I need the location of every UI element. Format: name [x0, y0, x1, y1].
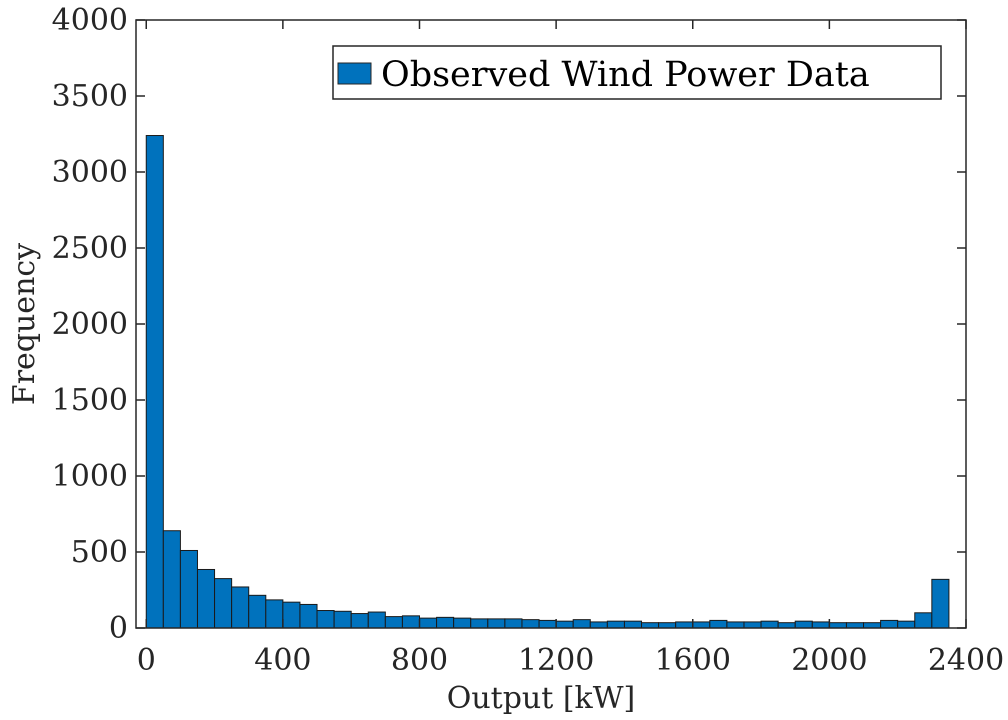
histogram-bar — [248, 594, 267, 629]
x-tick-label: 400 — [254, 643, 311, 678]
plot-frame — [135, 19, 967, 629]
y-tick-label: 0 — [109, 611, 128, 646]
histogram-bar — [384, 616, 403, 629]
histogram-bar — [162, 530, 181, 629]
histogram-bar — [589, 621, 608, 629]
y-tick-label: 500 — [71, 535, 128, 570]
histogram-bar — [367, 611, 386, 629]
y-tick-label: 3000 — [52, 155, 128, 190]
histogram-bar — [572, 619, 591, 629]
histogram-bar — [401, 615, 421, 629]
histogram-bar — [538, 619, 557, 629]
histogram-bar — [231, 586, 250, 629]
histogram-bar — [282, 601, 301, 629]
y-tick-label: 2000 — [52, 307, 128, 342]
tick-labels-layer: 0 400 800 1200 1600 2000 2400 0 500 1000 1500 2000 2… — [52, 3, 1005, 678]
y-tick-label: 4000 — [52, 3, 128, 38]
histogram-bar — [265, 599, 284, 629]
histogram-bar — [299, 603, 318, 629]
histogram-bar — [214, 578, 233, 629]
histogram-bar — [179, 549, 198, 629]
histogram-bar — [606, 620, 625, 629]
y-tick-label: 2500 — [52, 231, 128, 266]
bars-layer — [145, 135, 950, 629]
histogram-bar — [709, 619, 728, 629]
histogram-bar — [316, 610, 335, 629]
histogram-bar — [419, 617, 438, 629]
y-tick-label: 3500 — [52, 79, 128, 114]
histogram-bar — [777, 622, 796, 629]
histogram-bar — [658, 622, 677, 629]
histogram-bar — [675, 621, 694, 629]
histogram-bar — [931, 578, 950, 629]
x-tick-label: 1600 — [655, 643, 731, 678]
histogram-bar — [880, 619, 899, 629]
x-tick-label: 2400 — [928, 643, 1004, 678]
histogram-bar — [794, 620, 813, 629]
x-tick-label: 0 — [137, 643, 156, 678]
histogram-bar — [487, 618, 506, 629]
histogram-bar — [811, 621, 830, 629]
histogram-bar — [145, 135, 164, 629]
histogram-bar — [692, 621, 711, 629]
histogram-bar — [196, 568, 216, 629]
histogram-bar — [350, 613, 369, 629]
histogram-bar — [504, 618, 523, 629]
legend-swatch — [337, 62, 372, 85]
histogram-bar — [521, 619, 540, 629]
plot-background — [136, 20, 966, 628]
histogram-bar — [760, 620, 779, 629]
y-tick-label: 1500 — [52, 383, 128, 418]
histogram-bar — [470, 618, 489, 629]
legend: Observed Wind Power Data — [332, 45, 942, 100]
histogram-bar — [863, 622, 882, 629]
histogram-bar — [641, 622, 660, 629]
histogram-bar — [333, 610, 352, 629]
legend-box — [332, 45, 942, 100]
histogram-bar — [555, 620, 574, 629]
histogram-bar — [897, 620, 916, 629]
histogram-bar — [743, 621, 762, 629]
y-tick-label: 1000 — [52, 459, 128, 494]
x-tick-label: 1200 — [518, 643, 594, 678]
x-tick-label: 2000 — [791, 643, 867, 678]
histogram-bar — [726, 621, 745, 629]
histogram-bar — [845, 622, 865, 629]
histogram-bar — [623, 620, 643, 629]
y-axis-title: Frequency — [7, 243, 42, 405]
legend-label: Observed Wind Power Data — [381, 55, 870, 95]
x-axis-title: Output [kW] — [447, 681, 636, 716]
histogram-bar — [436, 616, 455, 629]
histogram-bar — [453, 617, 472, 629]
x-tick-label: 800 — [391, 643, 448, 678]
histogram-bar — [914, 612, 933, 629]
histogram-bar — [828, 622, 847, 629]
